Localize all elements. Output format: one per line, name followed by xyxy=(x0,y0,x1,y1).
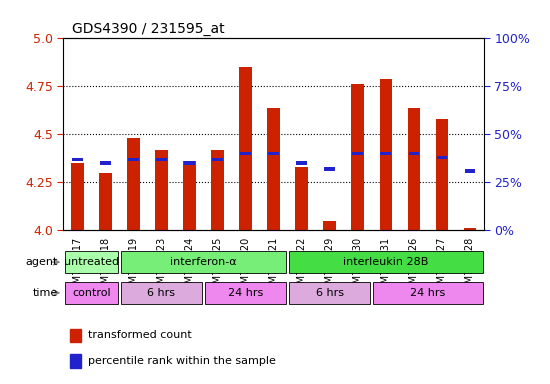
Bar xyxy=(295,167,308,230)
Bar xyxy=(99,173,112,230)
Bar xyxy=(100,162,111,165)
Bar xyxy=(408,108,420,230)
Text: GDS4390 / 231595_at: GDS4390 / 231595_at xyxy=(72,22,224,36)
Bar xyxy=(212,158,223,161)
Bar xyxy=(351,84,364,230)
Bar xyxy=(121,251,286,273)
Bar xyxy=(156,158,167,161)
Bar xyxy=(240,152,251,155)
Bar xyxy=(65,281,118,304)
Bar xyxy=(65,251,118,273)
Bar xyxy=(211,150,224,230)
Bar xyxy=(323,221,336,230)
Bar xyxy=(72,158,82,161)
Bar xyxy=(353,152,363,155)
Bar xyxy=(155,150,168,230)
Bar xyxy=(289,251,482,273)
Bar xyxy=(184,162,195,165)
Bar xyxy=(324,167,335,170)
Bar xyxy=(381,152,391,155)
Text: control: control xyxy=(72,288,111,298)
Bar xyxy=(69,329,81,342)
Text: 24 hrs: 24 hrs xyxy=(228,288,263,298)
Bar xyxy=(128,158,139,161)
Bar xyxy=(296,162,307,165)
Text: 6 hrs: 6 hrs xyxy=(316,288,344,298)
Bar xyxy=(268,152,279,155)
Bar xyxy=(409,152,419,155)
Text: agent: agent xyxy=(25,257,58,267)
Bar xyxy=(379,79,392,230)
Text: time: time xyxy=(32,288,58,298)
Text: 6 hrs: 6 hrs xyxy=(147,288,175,298)
Bar xyxy=(127,138,140,230)
Text: untreated: untreated xyxy=(64,257,119,267)
Bar xyxy=(436,119,448,230)
Text: interleukin 28B: interleukin 28B xyxy=(343,257,428,267)
Bar xyxy=(373,281,482,304)
Text: interferon-α: interferon-α xyxy=(170,257,237,267)
Bar xyxy=(69,354,81,368)
Bar xyxy=(465,169,475,173)
Bar xyxy=(183,161,196,230)
Bar xyxy=(121,281,202,304)
Text: 24 hrs: 24 hrs xyxy=(410,288,446,298)
Bar xyxy=(437,156,447,159)
Bar xyxy=(239,67,252,230)
Bar xyxy=(267,108,280,230)
Bar xyxy=(464,228,476,230)
Bar xyxy=(289,281,370,304)
Text: percentile rank within the sample: percentile rank within the sample xyxy=(87,356,276,366)
Bar xyxy=(71,163,84,230)
Text: transformed count: transformed count xyxy=(87,330,191,340)
Bar xyxy=(205,281,286,304)
